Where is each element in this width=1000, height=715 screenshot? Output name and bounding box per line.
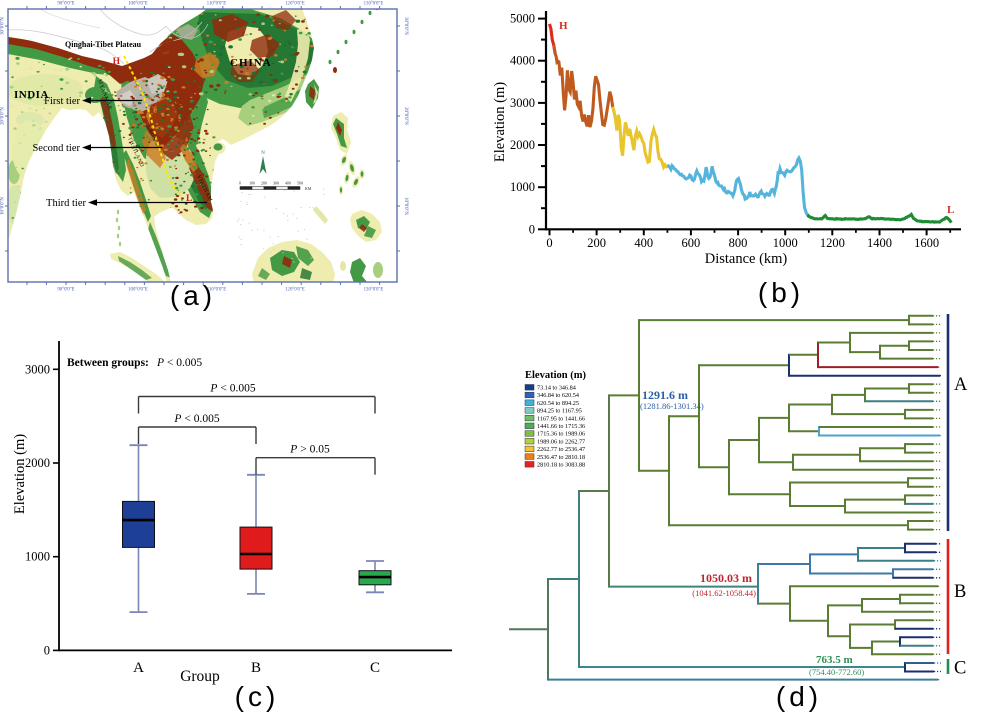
- svg-text:73.14 to 346.84: 73.14 to 346.84: [537, 385, 576, 392]
- svg-text:(1041.62-1058.44): (1041.62-1058.44): [692, 588, 756, 598]
- svg-text:120°0'0"E: 120°0'0"E: [285, 2, 305, 7]
- svg-text:5000: 5000: [510, 12, 535, 26]
- svg-text:90°0'0"E: 90°0'0"E: [57, 288, 74, 293]
- svg-text:A: A: [954, 375, 968, 395]
- svg-text:A: A: [133, 660, 144, 676]
- svg-text:100°0'0"E: 100°0'0"E: [128, 288, 148, 293]
- svg-text:(b): (b): [758, 277, 804, 308]
- svg-text:L: L: [186, 194, 192, 204]
- svg-text:Third tier: Third tier: [46, 198, 86, 209]
- svg-text:N: N: [261, 151, 265, 156]
- svg-text:(754.40-772.60): (754.40-772.60): [809, 667, 864, 677]
- svg-text:130°0'0"E: 130°0'0"E: [364, 2, 384, 7]
- svg-text:1715.36 to 1989.06: 1715.36 to 1989.06: [537, 431, 585, 438]
- svg-text:1291.6 m: 1291.6 m: [642, 388, 688, 402]
- svg-text:First tier: First tier: [44, 96, 80, 107]
- svg-text:20°0'0"N: 20°0'0"N: [1, 107, 6, 125]
- svg-text:346.84 to 620.54: 346.84 to 620.54: [537, 392, 579, 399]
- svg-text:763.5 m: 763.5 m: [816, 654, 853, 666]
- svg-text:100°0'0"E: 100°0'0"E: [128, 2, 148, 7]
- svg-text:120°0'0"E: 120°0'0"E: [285, 288, 305, 293]
- svg-text:1600: 1600: [914, 236, 939, 250]
- svg-text:B: B: [251, 660, 261, 676]
- svg-text:1000: 1000: [773, 236, 798, 250]
- svg-text:100: 100: [249, 182, 255, 186]
- svg-text:0: 0: [239, 182, 241, 186]
- svg-text:2000: 2000: [25, 456, 50, 470]
- svg-text:INDIA: INDIA: [14, 89, 49, 101]
- svg-text:Between groups:: Between groups:: [67, 357, 149, 369]
- svg-text:1000: 1000: [510, 180, 535, 194]
- svg-text:894.25 to 1167.95: 894.25 to 1167.95: [537, 408, 582, 415]
- svg-text:C: C: [954, 659, 966, 679]
- svg-text:30°0'0"N: 30°0'0"N: [1, 17, 6, 35]
- svg-text:H: H: [113, 57, 121, 67]
- svg-text:H: H: [559, 20, 568, 32]
- svg-text:CHINA: CHINA: [230, 57, 272, 69]
- svg-text:(c): (c): [235, 681, 280, 712]
- svg-text:P < 0.005: P < 0.005: [209, 383, 255, 395]
- svg-text:110°0'0"E: 110°0'0"E: [207, 2, 227, 7]
- svg-text:B: B: [954, 582, 966, 602]
- svg-text:500: 500: [297, 182, 303, 186]
- svg-text:30°0'0"N: 30°0'0"N: [403, 17, 408, 35]
- svg-text:0: 0: [44, 643, 50, 657]
- svg-text:1200: 1200: [820, 236, 845, 250]
- svg-text:200: 200: [587, 236, 606, 250]
- svg-text:1050.03 m: 1050.03 m: [700, 571, 752, 585]
- svg-text:Elevation (m): Elevation (m): [12, 434, 28, 514]
- svg-text:P < 0.005: P < 0.005: [156, 357, 202, 369]
- svg-text:0: 0: [529, 222, 535, 236]
- svg-text:3000: 3000: [25, 362, 50, 376]
- svg-text:1989.06 to 2262.77: 1989.06 to 2262.77: [537, 438, 585, 445]
- svg-text:300: 300: [273, 182, 279, 186]
- svg-text:200: 200: [261, 182, 267, 186]
- svg-text:620.54 to 894.25: 620.54 to 894.25: [537, 400, 579, 407]
- svg-text:KM: KM: [305, 187, 312, 191]
- svg-text:10°0'0"N: 10°0'0"N: [1, 197, 6, 215]
- svg-text:P < 0.005: P < 0.005: [173, 413, 219, 425]
- svg-text:110°0'0"E: 110°0'0"E: [207, 288, 227, 293]
- svg-text:(1281.86-1301.34): (1281.86-1301.34): [640, 401, 704, 411]
- svg-text:600: 600: [682, 236, 701, 250]
- svg-text:400: 400: [634, 236, 653, 250]
- svg-text:3000: 3000: [510, 96, 535, 110]
- svg-text:20°0'0"N: 20°0'0"N: [403, 107, 408, 125]
- svg-text:2810.18 to 3083.88: 2810.18 to 3083.88: [537, 462, 585, 469]
- svg-text:2536.47 to 2810.18: 2536.47 to 2810.18: [537, 454, 585, 461]
- svg-text:1000: 1000: [25, 550, 50, 564]
- svg-text:L: L: [947, 204, 954, 216]
- svg-text:P > 0.05: P > 0.05: [289, 444, 330, 456]
- svg-text:0: 0: [546, 236, 552, 250]
- svg-text:(a): (a): [170, 280, 216, 311]
- svg-text:(d): (d): [776, 681, 822, 712]
- svg-text:90°0'0"E: 90°0'0"E: [57, 2, 74, 7]
- svg-text:1400: 1400: [867, 236, 892, 250]
- svg-text:10°0'0"N: 10°0'0"N: [403, 197, 408, 215]
- svg-text:Qinghai-Tibet Plateau: Qinghai-Tibet Plateau: [65, 40, 142, 49]
- svg-text:Second tier: Second tier: [32, 143, 80, 154]
- svg-text:Elevation (m): Elevation (m): [492, 82, 508, 162]
- svg-text:2000: 2000: [510, 138, 535, 152]
- svg-text:130°0'0"E: 130°0'0"E: [364, 288, 384, 293]
- svg-text:800: 800: [729, 236, 748, 250]
- svg-text:C: C: [370, 660, 380, 676]
- svg-text:Elevation (m): Elevation (m): [525, 370, 586, 381]
- svg-text:Group: Group: [180, 668, 220, 685]
- svg-text:400: 400: [285, 182, 291, 186]
- svg-text:4000: 4000: [510, 54, 535, 68]
- svg-text:1441.66 to 1715.36: 1441.66 to 1715.36: [537, 423, 585, 430]
- svg-text:2262.77 to 2536.47: 2262.77 to 2536.47: [537, 446, 585, 453]
- svg-text:1167.95 to 1441.66: 1167.95 to 1441.66: [537, 415, 585, 422]
- svg-text:Distance (km): Distance (km): [705, 251, 788, 267]
